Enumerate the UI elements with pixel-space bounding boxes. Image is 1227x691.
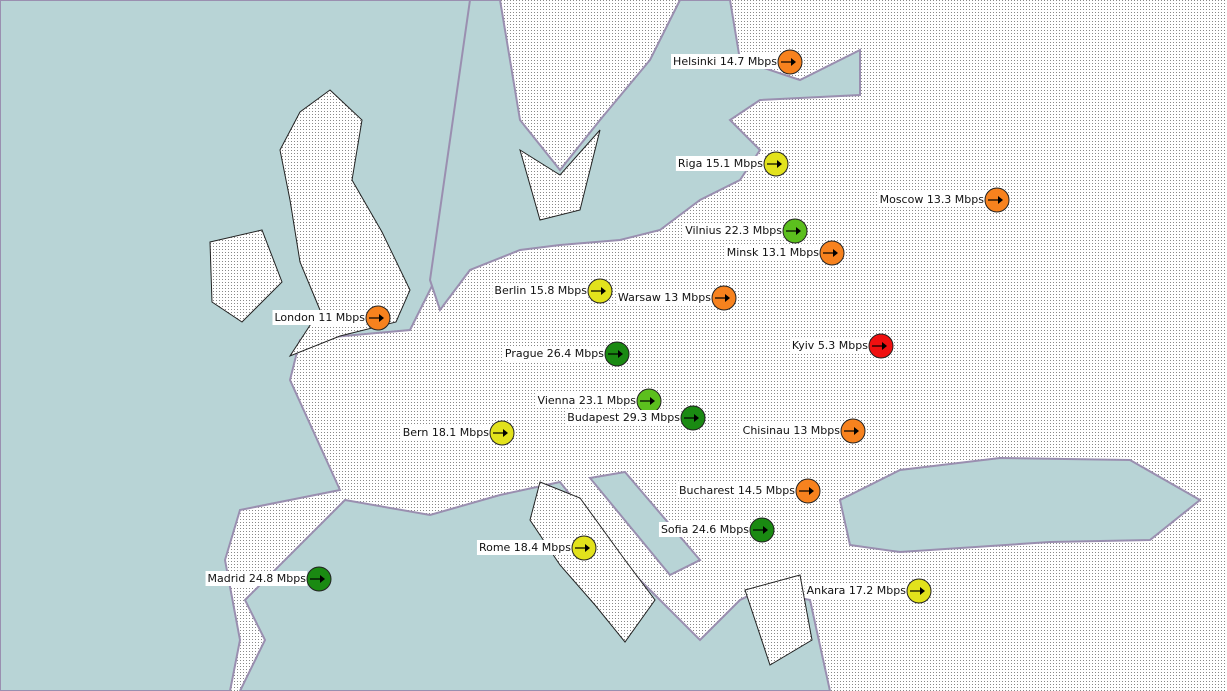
city: Bucharest 14.5 Mbps [676,478,821,504]
city: Sofia 24.6 Mbps [658,517,775,543]
arrow-head [585,544,590,552]
arrow-head [763,526,768,534]
city: Rome 18.4 Mbps [476,535,597,561]
arrow-head [503,429,508,437]
label-background [565,410,682,425]
seas [0,0,1202,691]
arrow-head [920,587,925,595]
label-background [272,310,367,325]
label-background [671,54,779,69]
city-label: London 11 Mbps [275,311,366,324]
city: London 11 Mbps [272,305,391,331]
arrow-head [725,294,730,302]
city: Vienna 23.1 Mbps [535,388,662,414]
label-background [535,393,638,408]
label-background [683,223,784,238]
label-background [804,583,908,598]
city-label: Vilnius 22.3 Mbps [685,224,782,237]
label-background [789,338,870,353]
arrow-head [854,427,859,435]
city: Helsinki 14.7 Mbps [671,49,803,75]
city-label: Vienna 23.1 Mbps [538,394,637,407]
label-background [205,571,308,586]
arrow-head [809,487,814,495]
city: Moscow 13.3 Mbps [877,187,1010,213]
land-shapes [209,89,813,666]
city: Chisinau 13 Mbps [740,418,866,444]
city: Madrid 24.8 Mbps [205,566,332,592]
city-label: Chisinau 13 Mbps [743,424,841,437]
label-background [476,540,573,555]
city-label: Sofia 24.6 Mbps [661,523,749,536]
label-background [877,192,986,207]
city-label: Berlin 15.8 Mbps [494,284,587,297]
city-label: Helsinki 14.7 Mbps [673,55,777,68]
arrow-head [882,342,887,350]
arrow-head [320,575,325,583]
city-label: Budapest 29.3 Mbps [567,411,680,424]
city: Prague 26.4 Mbps [502,341,630,367]
arrow-head [998,196,1003,204]
city-label: Prague 26.4 Mbps [505,347,604,360]
arrow-head [777,160,782,168]
label-background [615,290,713,305]
label-background [492,283,589,298]
city: Riga 15.1 Mbps [675,151,789,177]
city-label: Riga 15.1 Mbps [678,157,763,170]
arrow-head [601,287,606,295]
arrow-head [791,58,796,66]
city-label: Moscow 13.3 Mbps [880,193,985,206]
label-background [400,425,491,440]
city: Budapest 29.3 Mbps [565,405,706,431]
city: Vilnius 22.3 Mbps [683,218,808,244]
city: Kyiv 5.3 Mbps [789,333,894,359]
city: Ankara 17.2 Mbps [804,578,932,604]
city-label: Rome 18.4 Mbps [479,541,571,554]
arrow-head [833,249,838,257]
city-label: Madrid 24.8 Mbps [208,572,307,585]
label-background [658,522,751,537]
city-label: Kyiv 5.3 Mbps [792,339,868,352]
label-background [675,156,765,171]
arrow-head [650,397,655,405]
city-label: Warsaw 13 Mbps [618,291,711,304]
city: Warsaw 13 Mbps [615,285,737,311]
arrow-head [618,350,623,358]
label-background [676,483,797,498]
arrow-head [379,314,384,322]
arrow-head [694,414,699,422]
city-label: Bern 18.1 Mbps [403,426,490,439]
city: Bern 18.1 Mbps [400,420,515,446]
city-markers: Helsinki 14.7 Mbps Riga 15.1 Mbps Moscow 1… [205,49,1010,604]
city-label: Minsk 13.1 Mbps [727,246,820,259]
city: Berlin 15.8 Mbps [492,278,613,304]
arrow-head [796,227,801,235]
label-background [740,423,842,438]
label-background [502,346,606,361]
city: Minsk 13.1 Mbps [724,240,845,266]
label-background [724,245,821,260]
city-label: Ankara 17.2 Mbps [807,584,907,597]
city-label: Bucharest 14.5 Mbps [679,484,795,497]
